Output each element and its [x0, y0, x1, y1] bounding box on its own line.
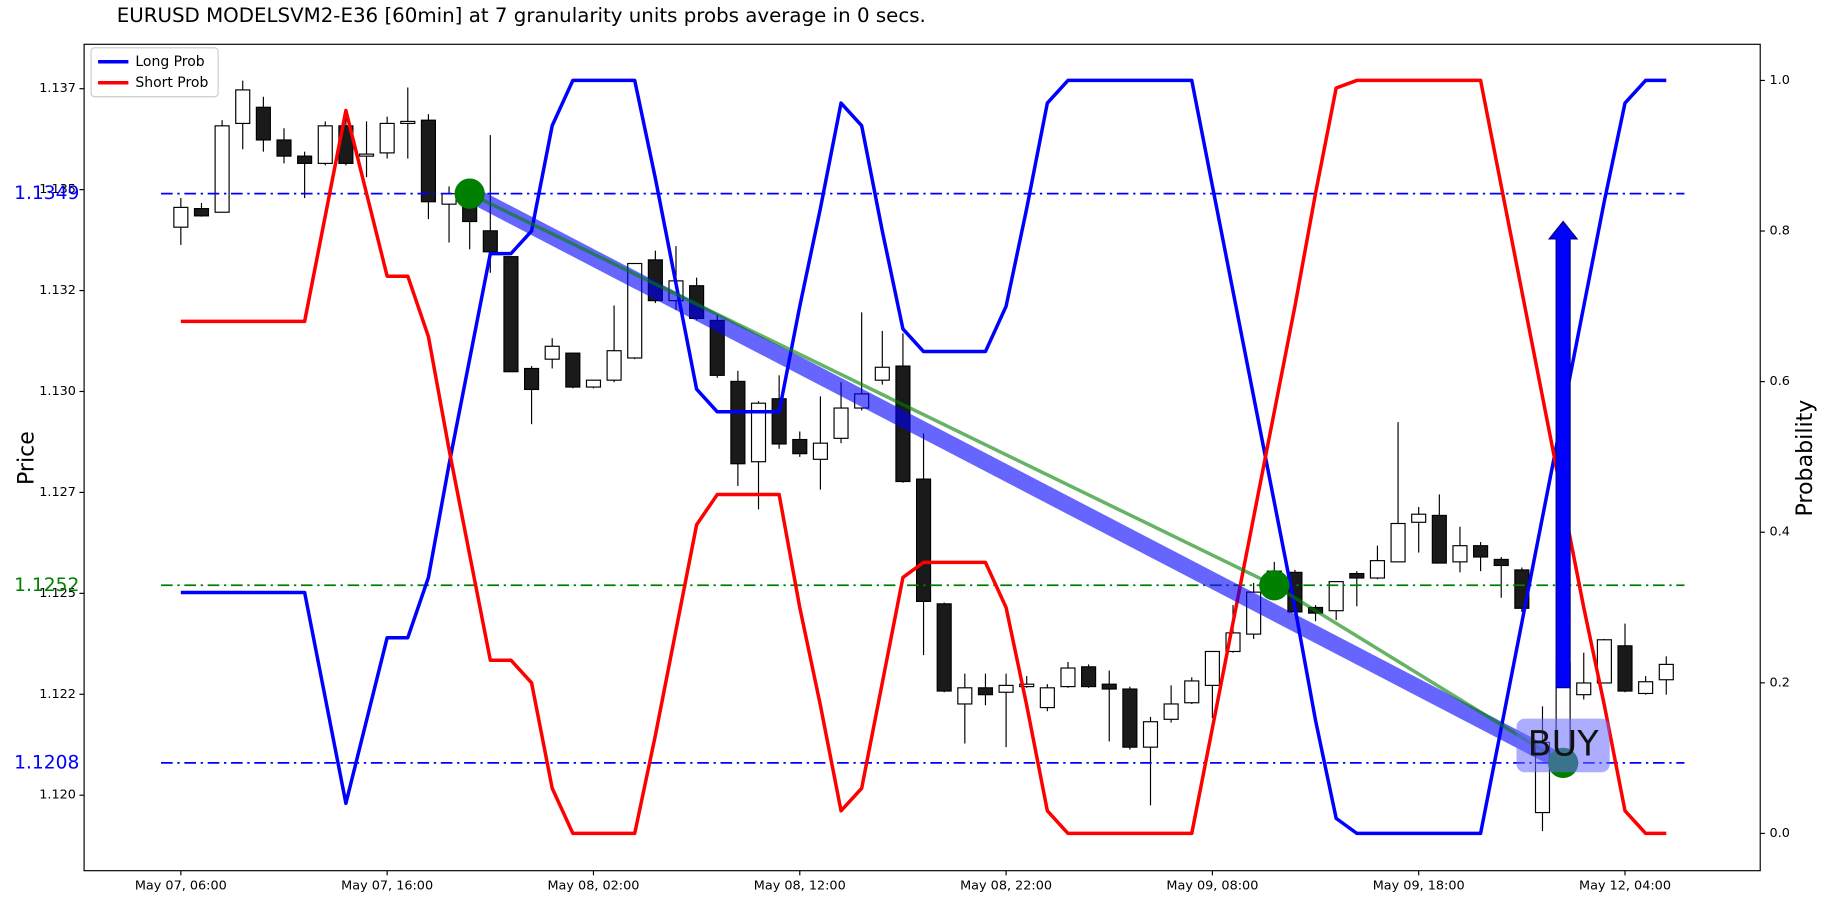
- candle-body: [1019, 683, 1035, 688]
- plot-area: BUY: [161, 78, 1685, 836]
- x-tick-label: May 07, 16:00: [341, 878, 433, 893]
- candle-body: [276, 139, 292, 157]
- candle-body: [833, 407, 849, 439]
- candle-body: [750, 402, 767, 463]
- candle-body: [1060, 667, 1076, 688]
- y-tick-label: 1.127: [39, 485, 76, 500]
- candle-body: [1431, 514, 1447, 564]
- candle-body: [317, 125, 333, 164]
- candle-body: [874, 366, 890, 381]
- signal-marker: [454, 178, 485, 209]
- candle-body: [1638, 681, 1654, 695]
- candle-body: [173, 206, 189, 228]
- candle-body: [792, 438, 808, 455]
- y-tick-label: 1.135: [39, 182, 76, 197]
- y2-tick-label: 0.6: [1770, 374, 1790, 389]
- x-tick-label: May 09, 18:00: [1373, 878, 1465, 893]
- candle-body: [1349, 572, 1365, 579]
- legend-label: Short Prob: [135, 75, 208, 91]
- level-label: 1.1349: [14, 183, 79, 204]
- y-tick-label: 1.122: [39, 687, 76, 702]
- candle-body: [1596, 639, 1612, 684]
- candle-body: [1328, 581, 1344, 612]
- prob-line: [180, 78, 1667, 836]
- x-tick-label: May 08, 12:00: [754, 878, 846, 893]
- x-tick-label: May 07, 06:00: [135, 878, 227, 893]
- x-tick-label: May 12, 04:00: [1579, 878, 1671, 893]
- chart-title: EURUSD MODELSVM2-E36 [60min] at 7 granul…: [117, 4, 926, 27]
- candle-body: [1369, 560, 1386, 579]
- candle-body: [1576, 682, 1592, 696]
- candle-body: [730, 380, 746, 465]
- y-tick-label: 1.120: [39, 788, 76, 803]
- candle-body: [977, 687, 994, 696]
- candle-body: [1142, 721, 1159, 748]
- signal-arrow: [1547, 220, 1579, 689]
- prob-line: [180, 78, 1667, 836]
- candle-body: [812, 442, 828, 460]
- candle-body: [523, 367, 540, 391]
- candle-body: [1617, 645, 1633, 692]
- y-axis-label: Price: [13, 431, 39, 485]
- candle-body: [544, 345, 560, 360]
- candle-body: [1204, 650, 1220, 686]
- candle-body: [297, 155, 313, 164]
- y2-tick-label: 0.8: [1770, 224, 1790, 239]
- plot-frame: [83, 43, 1761, 872]
- y-tick-label: 1.125: [39, 586, 76, 601]
- y-tick-label: 1.137: [39, 81, 76, 96]
- candle-body: [606, 350, 622, 381]
- candle-body: [1390, 522, 1406, 563]
- annotation-text: BUY: [1528, 724, 1600, 764]
- y2-tick-label: 1.0: [1770, 73, 1790, 88]
- candle-body: [235, 89, 251, 125]
- y-tick-label: 1.130: [39, 384, 76, 399]
- candle-body: [936, 603, 952, 692]
- candle-body: [1658, 663, 1674, 681]
- candle-body: [358, 153, 375, 157]
- trend-line: [461, 185, 1572, 772]
- candle-body: [957, 687, 973, 705]
- candle-body: [1452, 545, 1468, 563]
- candle-body: [565, 352, 581, 388]
- x-tick-label: May 08, 02:00: [547, 878, 639, 893]
- annotation-box: [1516, 718, 1610, 773]
- candle-body: [1101, 683, 1117, 690]
- candle-body: [1473, 545, 1489, 558]
- candle-body: [193, 208, 210, 217]
- candle-body: [379, 122, 395, 154]
- signal-marker: [1259, 570, 1290, 601]
- candle-body: [1411, 513, 1427, 523]
- candle-body: [214, 125, 230, 213]
- level-label: 1.1208: [14, 752, 79, 773]
- y2-tick-label: 0.0: [1770, 826, 1790, 841]
- x-tick-label: May 09, 08:00: [1166, 878, 1258, 893]
- candle-body: [998, 684, 1014, 693]
- candle-body: [585, 379, 602, 388]
- legend: Long Prob Short Prob: [90, 47, 219, 98]
- candle-body: [1493, 558, 1509, 567]
- y-tick-label: 1.132: [39, 283, 76, 298]
- level-label: 1.1252: [14, 575, 79, 596]
- candle-body: [255, 106, 271, 141]
- candle-body: [482, 230, 498, 253]
- candle-body: [1039, 687, 1055, 709]
- candle-body: [420, 119, 436, 203]
- candle-body: [441, 193, 457, 205]
- y2-tick-label: 0.4: [1770, 525, 1790, 540]
- x-tick-label: May 08, 22:00: [960, 878, 1052, 893]
- y2-axis-label: Probability: [1792, 400, 1818, 517]
- candle-body: [1081, 666, 1097, 688]
- candle-body: [503, 256, 519, 373]
- legend-label: Long Prob: [135, 54, 204, 70]
- y2-tick-label: 0.2: [1770, 675, 1790, 690]
- candle-body: [1122, 688, 1138, 748]
- candle-body: [400, 120, 416, 125]
- candle-body: [1163, 703, 1179, 720]
- candle-body: [915, 478, 932, 603]
- candle-body: [1184, 680, 1200, 704]
